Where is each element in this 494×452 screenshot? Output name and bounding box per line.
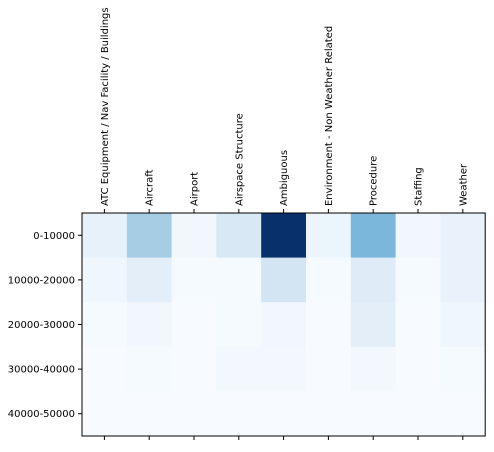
heatmap-cell — [440, 346, 486, 392]
x-axis-ticks: ATC Equipment / Nav Facility / Buildings… — [100, 7, 469, 440]
x-tick-label: Weather — [458, 163, 469, 206]
heatmap-cell — [82, 302, 128, 348]
heatmap-cell — [126, 391, 173, 437]
x-tick-label: Aircraft — [145, 169, 156, 206]
heatmap-cell — [216, 302, 262, 348]
y-tick-label: 0-10000 — [33, 231, 75, 242]
y-tick-label: 10000-20000 — [8, 275, 75, 286]
heatmap-cell — [306, 302, 352, 348]
heatmap-cell — [126, 346, 173, 392]
heatmap-cell — [350, 302, 397, 348]
heatmap-cell — [216, 346, 262, 392]
heatmap-cell — [216, 391, 262, 437]
heatmap-cell — [440, 213, 486, 259]
y-tick-label: 40000-50000 — [8, 409, 75, 420]
heatmap-cell — [126, 302, 173, 348]
x-tick-label: ATC Equipment / Nav Facility / Buildings — [100, 7, 111, 206]
heatmap-cell — [350, 257, 397, 303]
heatmap-cell — [82, 391, 128, 437]
heatmap-cell — [306, 346, 352, 392]
heatmap-cell — [171, 346, 217, 392]
heatmap-cell — [350, 213, 397, 259]
heatmap-cell — [350, 346, 397, 392]
heatmap-cell — [261, 302, 307, 348]
y-tick-label: 30000-40000 — [8, 365, 75, 376]
heatmap-cell — [126, 257, 173, 303]
heatmap-cell — [82, 257, 128, 303]
heatmap-cell — [440, 391, 486, 437]
heatmap-cell — [261, 257, 307, 303]
heatmap-cell — [82, 346, 128, 392]
heatmap-cell — [440, 257, 486, 303]
heatmap-cell — [395, 213, 441, 259]
x-tick-label: Staffing — [414, 167, 425, 206]
x-tick-label: Procedure — [369, 156, 380, 206]
heatmap-cell — [350, 391, 397, 437]
heatmap-cell — [395, 391, 441, 437]
y-axis-ticks: 0-10000 10000-20000 20000-30000 30000-40000… — [8, 231, 82, 420]
heatmap-cell — [126, 213, 173, 259]
heatmap-cells — [82, 213, 486, 437]
x-tick-label: Airport — [190, 172, 201, 206]
heatmap-cell — [261, 346, 307, 392]
heatmap-cell — [216, 257, 262, 303]
heatmap-cell — [306, 257, 352, 303]
y-tick-label: 20000-30000 — [8, 320, 75, 331]
heatmap-cell — [440, 302, 486, 348]
x-tick-label: Airspace Structure — [234, 113, 245, 206]
heatmap-cell — [306, 213, 352, 259]
x-tick-label: Ambiguous — [279, 150, 290, 206]
plot-frame — [81, 212, 486, 437]
x-tick-label: Environment - Non Weather Related — [324, 26, 335, 206]
heatmap-cell — [171, 257, 217, 303]
heatmap-cell — [395, 257, 441, 303]
heatmap-cell — [171, 302, 217, 348]
heatmap-cell — [395, 346, 441, 392]
heatmap-cell — [395, 302, 441, 348]
heatmap-cell — [171, 391, 217, 437]
heatmap-cell — [261, 213, 307, 259]
heatmap-cell — [261, 391, 307, 437]
heatmap-cell — [171, 213, 217, 259]
heatmap-cell — [306, 391, 352, 437]
heatmap-cell — [82, 213, 128, 259]
heatmap-cell — [216, 213, 262, 259]
